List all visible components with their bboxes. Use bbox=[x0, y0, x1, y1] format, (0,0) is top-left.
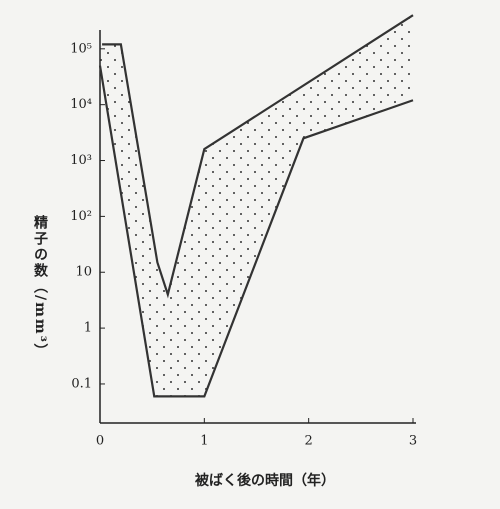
x-tick-label: 3 bbox=[409, 434, 417, 449]
y-tick-label: 10 bbox=[75, 265, 92, 280]
y-tick-label: 10⁵ bbox=[70, 41, 92, 56]
series-line bbox=[98, 65, 414, 398]
y-tick-label: 1 bbox=[84, 321, 92, 336]
y-tick-label: 10² bbox=[70, 209, 92, 224]
x-tick-label: 1 bbox=[200, 434, 208, 449]
y-tick-label: 10⁴ bbox=[70, 97, 92, 112]
x-axis-label: 被ばく後の時間（年） bbox=[195, 473, 335, 489]
y-tick-label: 10³ bbox=[70, 153, 92, 168]
series-line bbox=[102, 14, 414, 299]
x-tick-label: 2 bbox=[305, 434, 313, 449]
band-fill bbox=[100, 15, 413, 397]
y-tick-label: 0.1 bbox=[71, 376, 92, 391]
y-axis-label: 精子の数（/mm³） bbox=[32, 215, 48, 360]
x-tick-label: 0 bbox=[96, 434, 104, 449]
